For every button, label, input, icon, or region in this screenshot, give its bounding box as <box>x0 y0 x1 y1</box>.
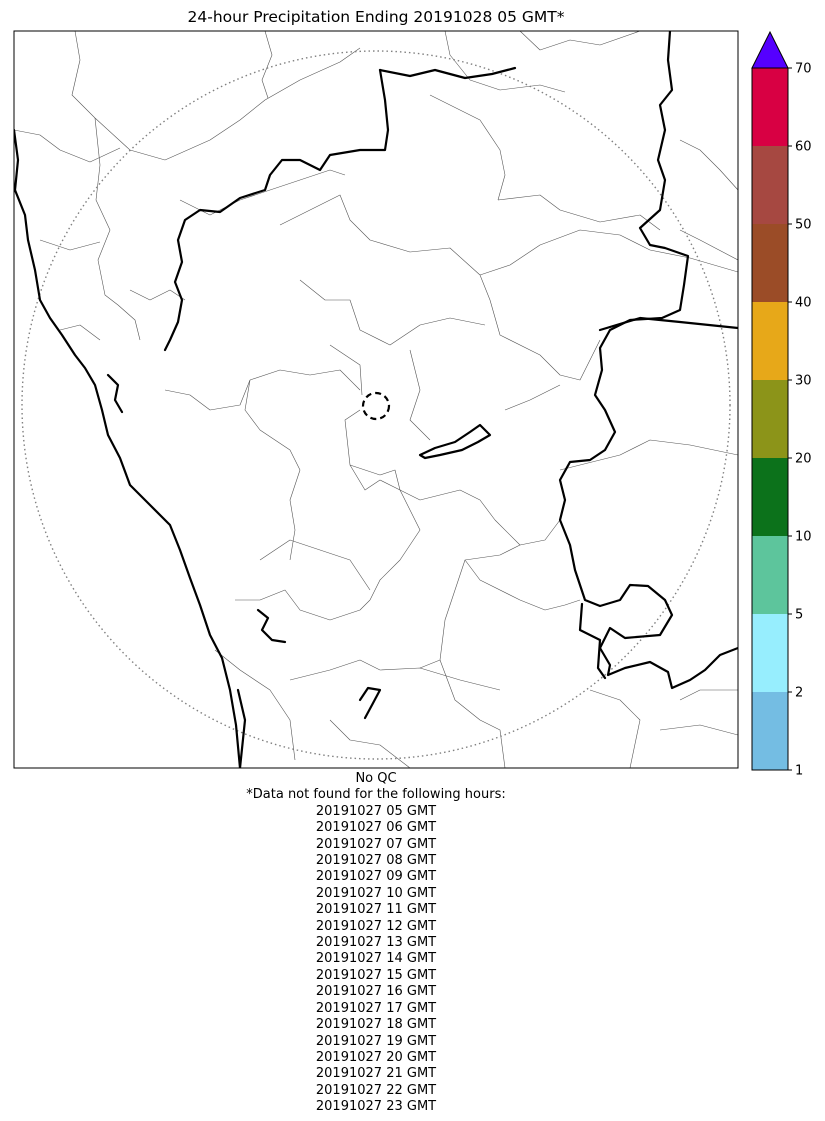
colorbar-tick-label: 50 <box>795 218 812 233</box>
colorbar-tick-label: 70 <box>795 62 812 77</box>
missing-hour: 20191027 10 GMT <box>315 885 437 901</box>
missing-hour: 20191027 11 GMT <box>315 902 437 918</box>
colorbar-frame <box>751 67 789 771</box>
missing-hour: 20191027 05 GMT <box>315 803 437 819</box>
colorbar-segment <box>752 68 788 146</box>
colorbar-extend-arrow <box>751 30 789 69</box>
colorbar-segment <box>752 224 788 302</box>
colorbar-segment <box>752 302 788 380</box>
missing-hour: 20191027 18 GMT <box>315 1017 437 1033</box>
missing-hour: 20191027 07 GMT <box>315 836 437 852</box>
colorbar-tick-label: 40 <box>795 296 812 311</box>
precipitation-map <box>13 30 739 769</box>
colorbar-tick-label: 5 <box>795 608 803 623</box>
colorbar-segment <box>752 692 788 770</box>
colorbar-segment <box>752 380 788 458</box>
missing-hour: 20191027 06 GMT <box>315 820 437 836</box>
colorbar-segment <box>752 146 788 224</box>
map-frame <box>13 30 739 769</box>
missing-hour: 20191027 12 GMT <box>315 918 437 934</box>
map-background <box>14 31 738 768</box>
missing-hours-header: *Data not found for the following hours: <box>246 787 506 803</box>
qc-status: No QC <box>355 771 397 786</box>
missing-hour: 20191027 14 GMT <box>315 951 437 967</box>
radar-site-marker <box>361 391 391 421</box>
missing-hour: 20191027 19 GMT <box>315 1033 437 1049</box>
missing-hour: 20191027 20 GMT <box>315 1049 437 1065</box>
notes-block: No QC *Data not found for the following … <box>0 771 752 1116</box>
missing-hour: 20191027 16 GMT <box>315 984 437 1000</box>
colorbar-tick-label: 20 <box>795 452 812 467</box>
missing-hour: 20191027 17 GMT <box>315 1000 437 1016</box>
colorbar-tick-label: 30 <box>795 374 812 389</box>
colorbar-tick-label: 2 <box>795 686 803 701</box>
colorbar-segments <box>752 68 788 770</box>
colorbar-segment <box>752 614 788 692</box>
missing-hour: 20191027 09 GMT <box>315 869 437 885</box>
missing-hour: 20191027 23 GMT <box>315 1099 437 1115</box>
missing-hour: 20191027 21 GMT <box>315 1066 437 1082</box>
district-boundaries <box>14 31 738 768</box>
state-boundaries <box>14 31 738 768</box>
colorbar-ticks: 1 2 5 10 20 30 40 50 60 70 <box>788 62 812 776</box>
radar-range-ring <box>21 50 731 760</box>
colorbar-segment <box>752 536 788 614</box>
colorbar-tick-label: 10 <box>795 530 812 545</box>
map-title: 24-hour Precipitation Ending 20191028 05… <box>187 8 565 26</box>
colorbar-tick-label: 60 <box>795 140 812 155</box>
colorbar-tick-label: 1 <box>795 764 803 776</box>
missing-hour: 20191027 08 GMT <box>315 853 437 869</box>
missing-hour: 20191027 13 GMT <box>315 935 437 951</box>
colorbar: 1 2 5 10 20 30 40 50 60 70 <box>751 30 812 776</box>
missing-hour: 20191027 15 GMT <box>315 967 437 983</box>
colorbar-segment <box>752 458 788 536</box>
missing-hour: 20191027 22 GMT <box>315 1082 437 1098</box>
